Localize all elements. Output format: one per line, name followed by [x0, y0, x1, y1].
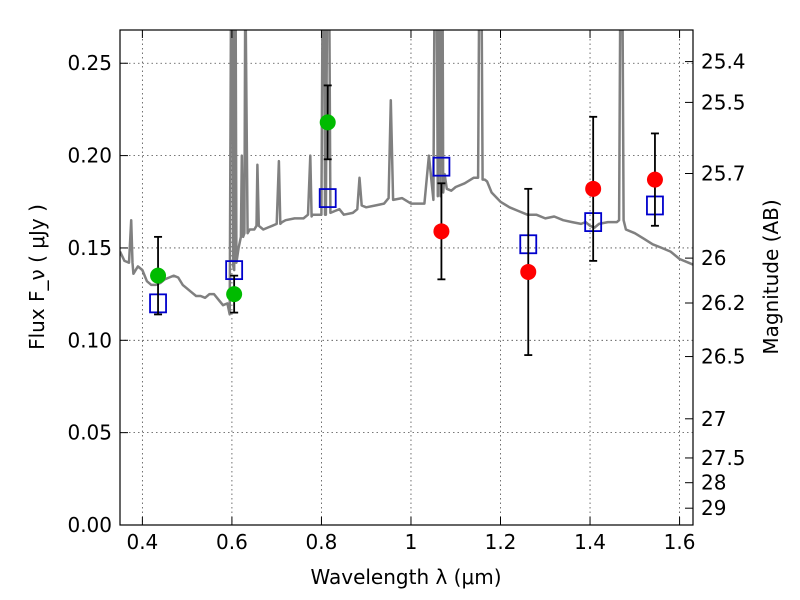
y-tick-label: 0.00: [67, 513, 112, 537]
model-spectrum-line: [120, 30, 693, 316]
y2-tick-label: 25.5: [701, 90, 746, 114]
y2-tick-label: 26.5: [701, 345, 746, 369]
model-bandpass-square: [318, 188, 337, 208]
observed_red-point: [520, 263, 537, 280]
x-tick-label: 0.6: [216, 530, 248, 554]
y2-tick-label: 27: [701, 407, 726, 431]
y2-tick-label: 29: [701, 496, 726, 520]
x-tick-label: 1.4: [574, 530, 606, 554]
observed_green-point: [319, 114, 336, 131]
y2-tick-label: 27.5: [701, 446, 746, 470]
y2-tick-label: 25.7: [701, 162, 746, 186]
y-tick-label: 0.25: [67, 51, 112, 75]
y2-axis-label: Magnitude (AB): [759, 199, 783, 354]
y-tick-label: 0.20: [67, 144, 112, 168]
x-tick-label: 1: [405, 530, 418, 554]
x-axis-label: Wavelength λ (μm): [310, 565, 501, 589]
x-tick-label: 0.8: [306, 530, 338, 554]
observed_red-point: [585, 180, 602, 197]
y2-tick-label: 26: [701, 246, 726, 270]
x-tick-label: 1.6: [664, 530, 696, 554]
y-tick-label: 0.15: [67, 236, 112, 260]
plot-frame: [119, 29, 694, 526]
plot-data: [120, 30, 693, 356]
observed_red-point: [433, 223, 450, 240]
observed_green-point: [150, 267, 167, 284]
y2-tick-label: 26.2: [701, 291, 746, 315]
observed_red-point: [646, 171, 663, 188]
y-tick-label: 0.05: [67, 421, 112, 445]
axes: 0.4 0.6 0.8 1 1.2 1.4 1.6 0.00 0.05 0.10 0.15 0.20 0…: [67, 30, 746, 554]
x-tick-label: 0.4: [126, 530, 158, 554]
y2-tick-label: 28: [701, 471, 726, 495]
x-tick-label: 1.2: [485, 530, 517, 554]
y-axis-label: Flux F_ν ( μJy ): [25, 204, 49, 350]
y2-tick-label: 25.4: [701, 50, 746, 74]
y-tick-label: 0.10: [67, 328, 112, 352]
model-bandpass-square: [432, 156, 451, 177]
observed_green-point: [226, 286, 243, 303]
